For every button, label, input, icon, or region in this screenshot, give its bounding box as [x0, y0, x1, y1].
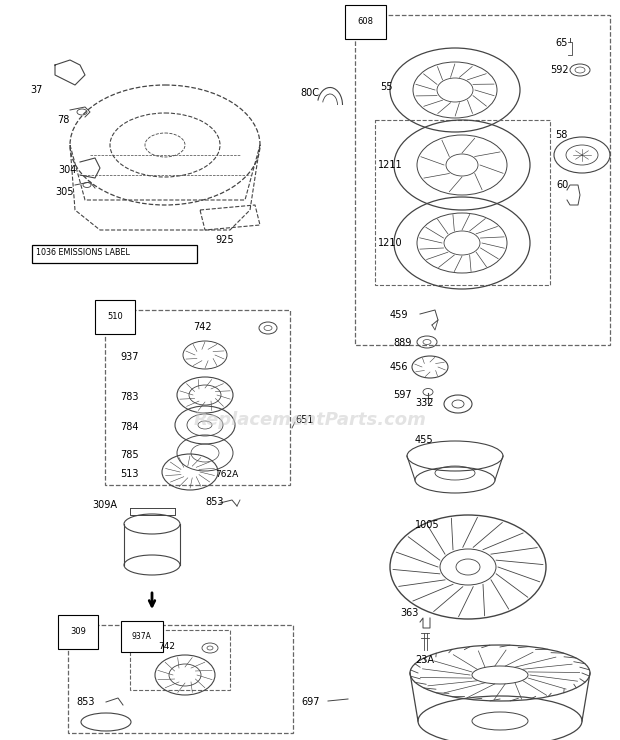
Text: 455: 455 [415, 435, 433, 445]
Text: 853: 853 [76, 697, 94, 707]
Text: 309A: 309A [92, 500, 117, 510]
Text: 742: 742 [193, 322, 211, 332]
Text: 309: 309 [70, 627, 86, 636]
Bar [68, 625, 293, 733]
Text: 78: 78 [57, 115, 69, 125]
Text: 784: 784 [120, 422, 138, 432]
Text: 608: 608 [357, 17, 373, 26]
Bar [355, 15, 610, 345]
Text: 60: 60 [556, 180, 569, 190]
Text: 1211: 1211 [378, 160, 402, 170]
Text: 65: 65 [555, 38, 567, 48]
Bar [105, 310, 290, 485]
Text: 23A: 23A [415, 655, 434, 665]
Text: 459: 459 [390, 310, 409, 320]
Bar [32, 245, 197, 263]
Text: 58: 58 [555, 130, 567, 140]
Text: 785: 785 [120, 450, 139, 460]
Text: 762A: 762A [215, 470, 238, 479]
Text: 889: 889 [393, 338, 412, 348]
Text: 937A: 937A [132, 632, 152, 641]
Text: 937: 937 [120, 352, 138, 362]
Text: 853: 853 [205, 497, 223, 507]
Text: 651: 651 [295, 415, 314, 425]
Text: 37: 37 [30, 85, 42, 95]
Text: 1210: 1210 [378, 238, 402, 248]
Text: 597: 597 [393, 390, 412, 400]
Text: 304: 304 [58, 165, 76, 175]
Bar [130, 630, 230, 690]
Text: 697: 697 [301, 697, 319, 707]
Text: ReplacementParts.com: ReplacementParts.com [193, 411, 427, 429]
Text: 783: 783 [120, 392, 138, 402]
Text: 80C: 80C [300, 88, 319, 98]
Text: 456: 456 [390, 362, 409, 372]
Text: 332: 332 [415, 398, 433, 408]
Text: 592: 592 [550, 65, 569, 75]
Text: 510: 510 [107, 312, 123, 321]
Text: 742: 742 [158, 642, 175, 651]
Text: 1036 EMISSIONS LABEL: 1036 EMISSIONS LABEL [36, 248, 130, 257]
Text: 363: 363 [400, 608, 419, 618]
Text: 305: 305 [55, 187, 74, 197]
Text: 55: 55 [380, 82, 392, 92]
Text: 513: 513 [120, 469, 138, 479]
Bar [375, 120, 550, 285]
Text: 1005: 1005 [415, 520, 440, 530]
Text: 925: 925 [215, 235, 234, 245]
